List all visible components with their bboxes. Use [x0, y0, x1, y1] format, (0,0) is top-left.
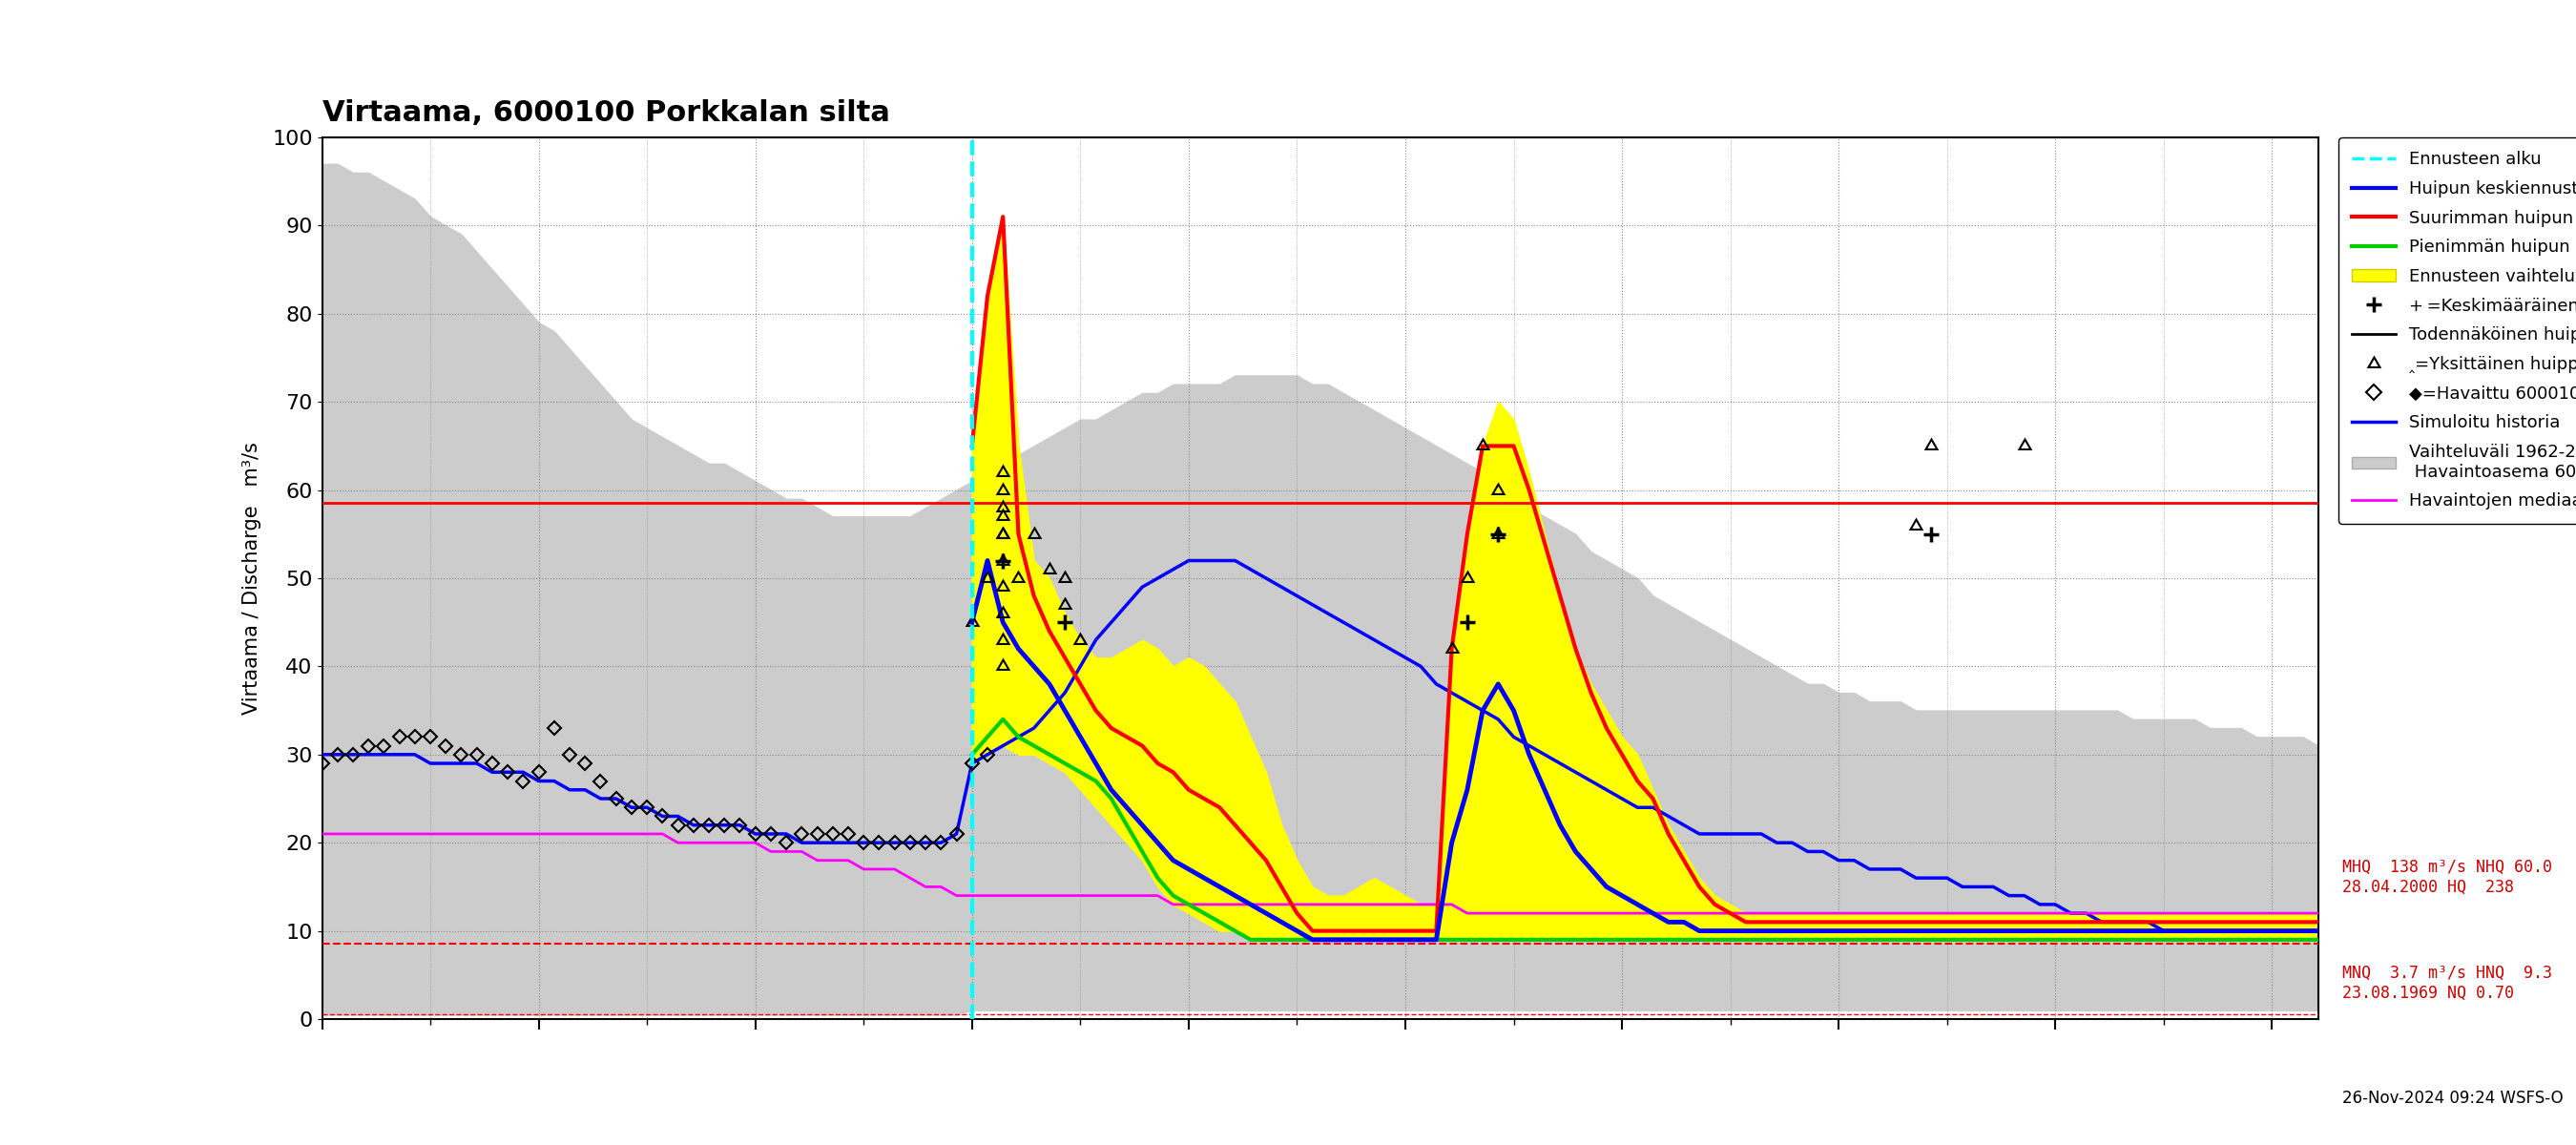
- Text: MHQ  138 m³/s NHQ 60.0
28.04.2000 HQ  238: MHQ 138 m³/s NHQ 60.0 28.04.2000 HQ 238: [2342, 859, 2553, 895]
- Y-axis label: Virtaama / Discharge   m³/s: Virtaama / Discharge m³/s: [242, 442, 260, 714]
- Legend: Ennusteen alku, Huipun keskiennuste, Suurimman huipun ennuste, Pienimmän huipun : Ennusteen alku, Huipun keskiennuste, Suu…: [2339, 137, 2576, 523]
- Text: 26-Nov-2024 09:24 WSFS-O: 26-Nov-2024 09:24 WSFS-O: [2342, 1090, 2563, 1107]
- Text: MNQ  3.7 m³/s HNQ  9.3
23.08.1969 NQ 0.70: MNQ 3.7 m³/s HNQ 9.3 23.08.1969 NQ 0.70: [2342, 964, 2553, 1002]
- Text: Virtaama, 6000100 Porkkalan silta: Virtaama, 6000100 Porkkalan silta: [322, 100, 889, 127]
